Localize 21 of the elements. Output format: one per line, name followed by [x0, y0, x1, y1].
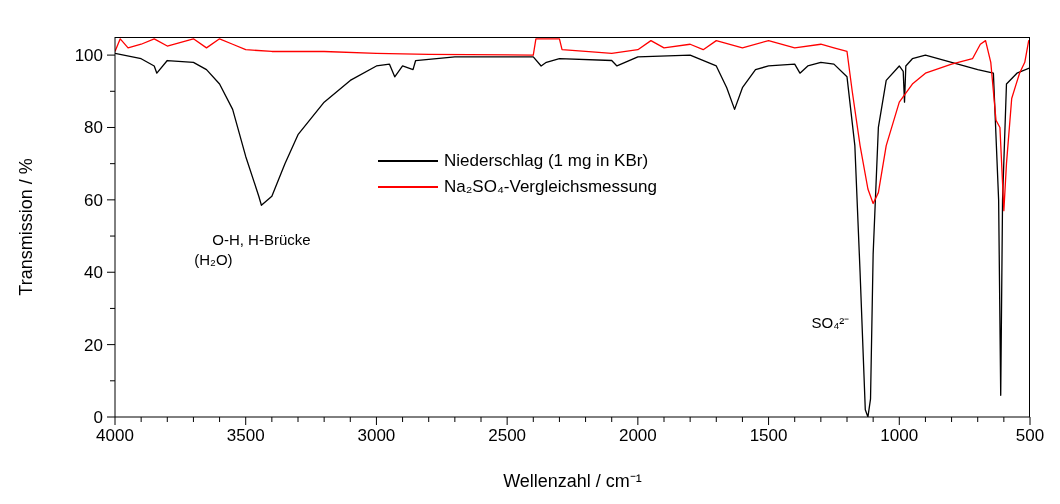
line-series — [115, 38, 1030, 212]
x-tick-label: 3500 — [226, 426, 265, 445]
x-tick-label: 2000 — [618, 426, 657, 445]
y-tick-label: 20 — [84, 335, 103, 355]
annotation: SO₄²⁻ — [811, 313, 850, 331]
y-tick-label: 100 — [74, 46, 103, 66]
y-tick-label: 80 — [84, 118, 103, 138]
legend-label: Na₂SO₄-Vergleichsmessung — [444, 176, 657, 198]
x-tick-label: 3000 — [357, 426, 396, 445]
annotation: O-H, H-Brücke (H₂O) — [194, 231, 311, 269]
y-tick-label: 0 — [93, 408, 103, 427]
x-tick-label: 500 — [1015, 426, 1045, 445]
y-axis-title: Transmission / % — [16, 158, 37, 296]
x-tick-label: 4000 — [96, 426, 134, 445]
y-tick-label: 60 — [84, 190, 103, 210]
x-tick-label: 1500 — [749, 426, 788, 445]
x-tick-label: 1000 — [880, 426, 919, 445]
x-tick-label: 2500 — [488, 426, 527, 445]
x-axis-title: Wellenzahl / cm⁻¹ — [503, 471, 642, 491]
legend-label: Niederschlag (1 mg in KBr) — [444, 150, 649, 172]
y-tick-label: 40 — [84, 263, 103, 283]
